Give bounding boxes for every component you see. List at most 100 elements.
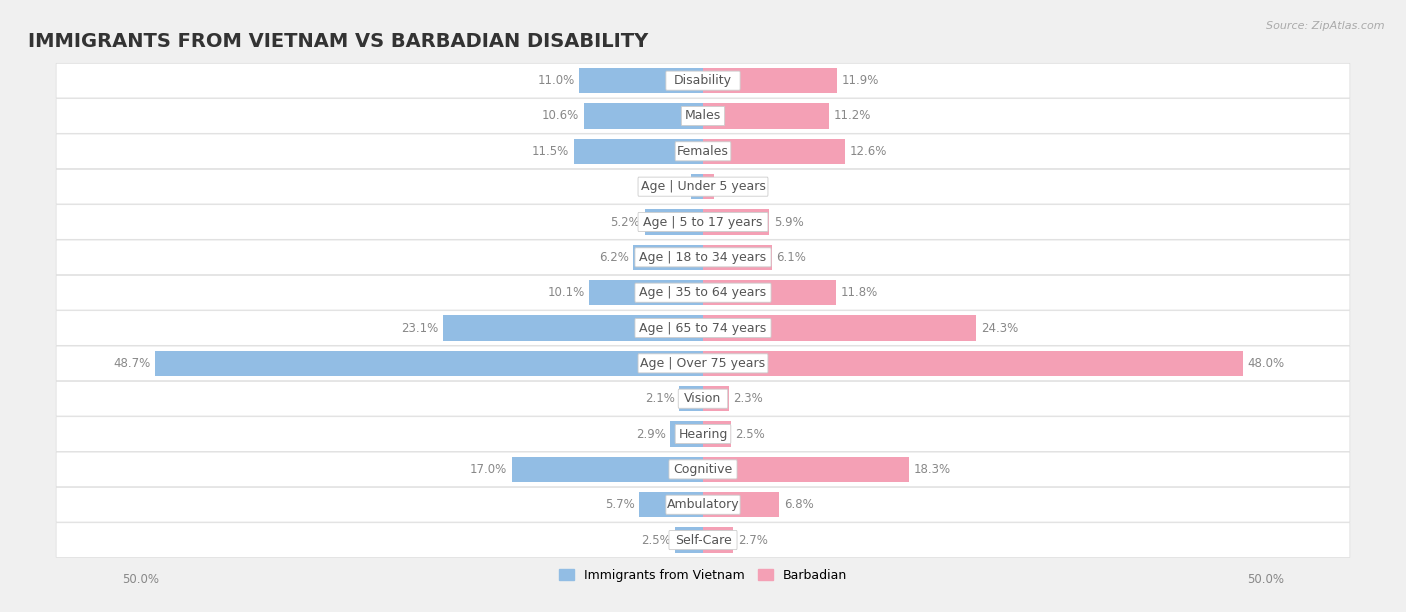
FancyBboxPatch shape [675,142,731,161]
Text: 2.1%: 2.1% [645,392,675,405]
Text: 48.7%: 48.7% [114,357,150,370]
FancyBboxPatch shape [638,177,768,196]
Text: 11.2%: 11.2% [834,110,870,122]
Text: Vision: Vision [685,392,721,405]
FancyBboxPatch shape [56,99,1350,133]
FancyBboxPatch shape [56,311,1350,345]
Bar [638,492,703,518]
Text: 5.9%: 5.9% [773,215,804,228]
Text: IMMIGRANTS FROM VIETNAM VS BARBADIAN DISABILITY: IMMIGRANTS FROM VIETNAM VS BARBADIAN DIS… [28,32,648,51]
Text: 11.8%: 11.8% [841,286,877,299]
Text: 5.7%: 5.7% [605,498,634,511]
Text: 10.6%: 10.6% [543,110,579,122]
Text: 2.3%: 2.3% [734,392,763,405]
Text: 5.2%: 5.2% [610,215,640,228]
Bar [512,457,703,482]
Bar [703,421,731,447]
Bar [155,351,703,376]
FancyBboxPatch shape [666,71,740,90]
Legend: Immigrants from Vietnam, Barbadian: Immigrants from Vietnam, Barbadian [560,569,846,582]
Bar [589,280,703,305]
FancyBboxPatch shape [56,417,1350,452]
FancyBboxPatch shape [56,523,1350,558]
Text: 12.6%: 12.6% [849,145,887,158]
Text: Age | 5 to 17 years: Age | 5 to 17 years [644,215,762,228]
Text: 17.0%: 17.0% [470,463,508,476]
Text: 1.0%: 1.0% [718,180,748,193]
Text: 6.8%: 6.8% [785,498,814,511]
Bar [703,209,769,235]
Text: Age | Under 5 years: Age | Under 5 years [641,180,765,193]
FancyBboxPatch shape [56,381,1350,416]
Bar [703,103,830,129]
Text: 2.5%: 2.5% [641,534,671,547]
Text: Age | 35 to 64 years: Age | 35 to 64 years [640,286,766,299]
Bar [574,138,703,164]
Bar [703,174,714,200]
Bar [703,138,845,164]
Text: Age | 18 to 34 years: Age | 18 to 34 years [640,251,766,264]
FancyBboxPatch shape [636,318,770,338]
Text: Ambulatory: Ambulatory [666,498,740,511]
Bar [703,492,779,518]
Text: 11.0%: 11.0% [537,74,575,87]
FancyBboxPatch shape [56,275,1350,310]
Text: 1.1%: 1.1% [657,180,686,193]
FancyBboxPatch shape [56,134,1350,169]
FancyBboxPatch shape [56,170,1350,204]
Bar [579,68,703,94]
FancyBboxPatch shape [636,283,770,302]
Text: 11.9%: 11.9% [841,74,879,87]
FancyBboxPatch shape [678,389,728,408]
Text: 6.1%: 6.1% [776,251,806,264]
FancyBboxPatch shape [669,460,737,479]
FancyBboxPatch shape [675,425,731,444]
Text: Age | 65 to 74 years: Age | 65 to 74 years [640,321,766,335]
Bar [443,315,703,341]
FancyBboxPatch shape [636,248,770,267]
Bar [679,386,703,411]
FancyBboxPatch shape [56,240,1350,275]
Text: 24.3%: 24.3% [981,321,1018,335]
Text: Source: ZipAtlas.com: Source: ZipAtlas.com [1267,21,1385,31]
Text: 2.9%: 2.9% [636,428,666,441]
Bar [675,528,703,553]
Text: 6.2%: 6.2% [599,251,628,264]
FancyBboxPatch shape [56,204,1350,239]
Bar [703,315,976,341]
Text: Females: Females [678,145,728,158]
Bar [633,245,703,270]
Bar [703,245,772,270]
Text: Males: Males [685,110,721,122]
Bar [703,457,908,482]
Bar [703,351,1243,376]
Text: Age | Over 75 years: Age | Over 75 years [641,357,765,370]
Text: 2.7%: 2.7% [738,534,768,547]
FancyBboxPatch shape [682,106,724,125]
Text: Disability: Disability [673,74,733,87]
Text: 2.5%: 2.5% [735,428,765,441]
FancyBboxPatch shape [56,346,1350,381]
Text: 10.1%: 10.1% [548,286,585,299]
Text: Cognitive: Cognitive [673,463,733,476]
FancyBboxPatch shape [56,487,1350,522]
FancyBboxPatch shape [638,354,768,373]
FancyBboxPatch shape [669,531,737,550]
Text: 11.5%: 11.5% [531,145,569,158]
Bar [671,421,703,447]
FancyBboxPatch shape [56,63,1350,98]
Text: 23.1%: 23.1% [402,321,439,335]
Text: 18.3%: 18.3% [914,463,950,476]
FancyBboxPatch shape [638,212,768,231]
FancyBboxPatch shape [666,495,740,514]
Bar [703,528,734,553]
Text: Self-Care: Self-Care [675,534,731,547]
Bar [703,386,728,411]
Bar [644,209,703,235]
Bar [703,280,835,305]
Text: Hearing: Hearing [678,428,728,441]
Text: 48.0%: 48.0% [1247,357,1285,370]
Bar [690,174,703,200]
Bar [703,68,837,94]
Bar [583,103,703,129]
